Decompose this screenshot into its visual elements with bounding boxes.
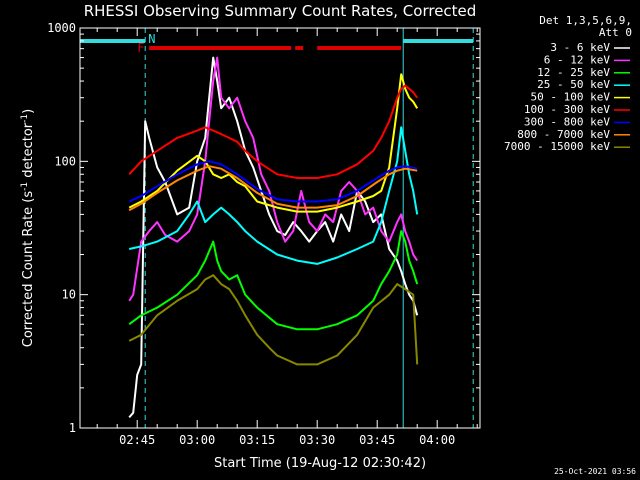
x-tick-label: 03:30: [299, 433, 335, 447]
y-tick-label: 1000: [47, 21, 76, 35]
y-axis-label-sup2: -1: [20, 114, 30, 123]
observing-flags: FN: [80, 28, 474, 428]
series-line-12-25-kev: [128, 230, 419, 331]
x-tick-label: 03:00: [179, 433, 215, 447]
legend-header-line2: Att 0: [599, 26, 632, 39]
y-axis-label-mid: detector: [21, 122, 36, 182]
legend-label: 6 - 12 keV: [544, 53, 611, 66]
y-axis-label-sup1: -1: [20, 182, 30, 191]
y-tick-label: 100: [54, 154, 76, 168]
series-lines: [128, 56, 419, 419]
x-tick-label: 02:45: [119, 433, 155, 447]
series-line-6-12-kev: [128, 56, 419, 302]
y-axis: 1 10 100 1000: [47, 21, 480, 435]
series-line-800-7000-kev: [128, 165, 418, 212]
plot-frame: [79, 27, 481, 429]
y-tick-label: 1: [69, 421, 76, 435]
legend-label: 800 - 7000 keV: [517, 128, 610, 141]
chart-title: RHESSI Observing Summary Count Rates, Co…: [84, 2, 477, 20]
legend-header-line1: Det 1,3,5,6,9,: [539, 14, 632, 27]
series-line-100-300-kev: [128, 84, 419, 179]
series-line-50-100-kev: [128, 73, 419, 213]
legend-label: 7000 - 15000 keV: [504, 140, 610, 153]
series-line-300-800-kev: [128, 160, 418, 203]
x-tick-label: 03:45: [359, 433, 395, 447]
timestamp: 25-Oct-2021 03:56: [554, 467, 636, 476]
series-line-25-50-kev: [128, 126, 419, 265]
y-tick-label: 10: [62, 288, 76, 302]
legend-label: 25 - 50 keV: [537, 78, 610, 91]
legend-label: 3 - 6 keV: [550, 41, 610, 54]
legend-label: 50 - 100 keV: [531, 91, 611, 104]
series-line-7000-15000-kev: [128, 274, 419, 366]
y-axis-label-end: ): [21, 109, 36, 114]
legend-label: 12 - 25 keV: [537, 66, 610, 79]
x-tick-label: 04:00: [419, 433, 455, 447]
x-axis: 02:45 03:00 03:15 03:30 03:45 04:00: [96, 28, 478, 447]
y-axis-label: Corrected Count Rate (s-1 detector-1): [20, 109, 36, 347]
legend-label: 300 - 800 keV: [524, 115, 610, 128]
night-flag-label: N: [148, 32, 155, 46]
legend-label: 100 - 300 keV: [524, 103, 610, 116]
x-tick-label: 03:15: [239, 433, 275, 447]
y-axis-label-main: Corrected Count Rate (s: [21, 191, 36, 348]
x-axis-label: Start Time (19-Aug-12 02:30:42): [214, 456, 426, 471]
saa-flag-label: F: [137, 41, 144, 55]
